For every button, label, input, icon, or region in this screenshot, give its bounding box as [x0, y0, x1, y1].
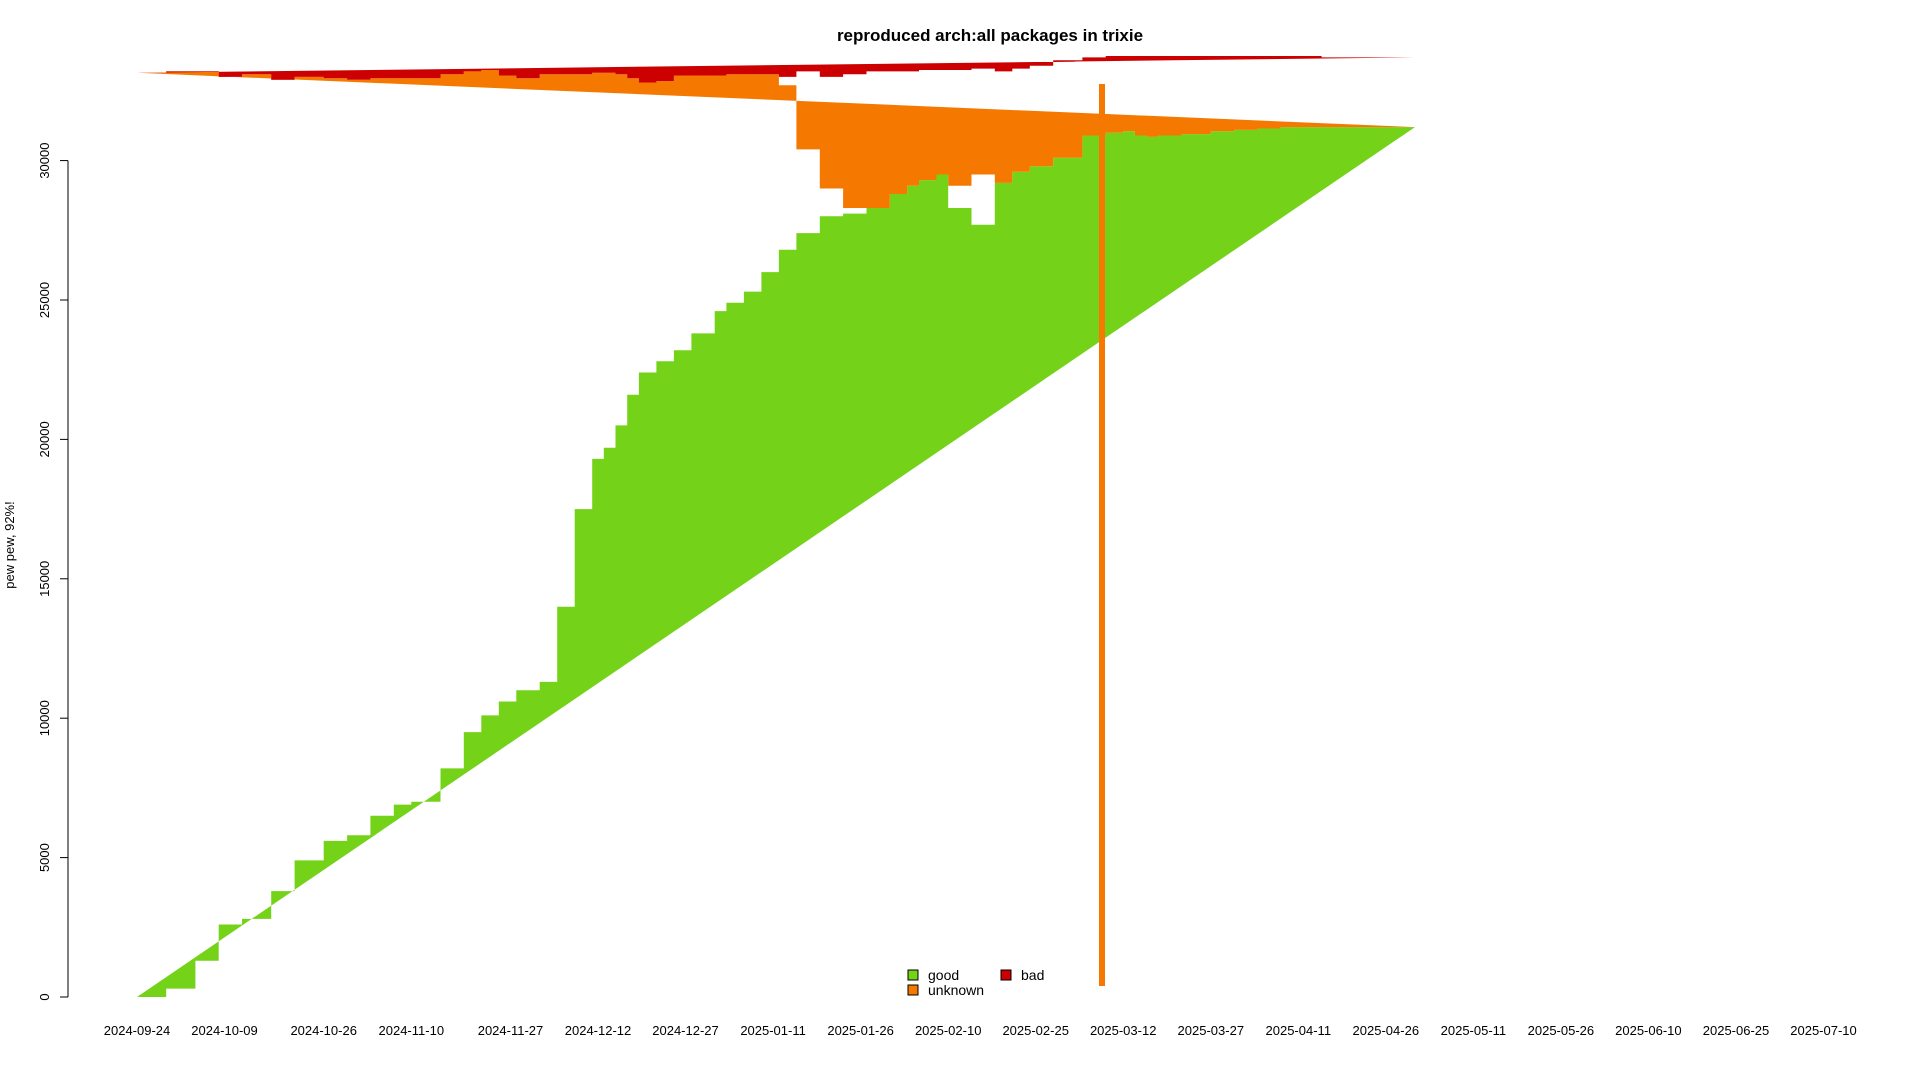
y-axis: 0 5000 10000 15000 20000 25000 30000: [37, 143, 69, 1001]
x-tick-label: 2025-06-10: [1615, 1023, 1682, 1038]
x-tick-label: 2025-02-10: [915, 1023, 982, 1038]
y-tick-label: 30000: [37, 143, 52, 179]
y-tick-label: 25000: [37, 282, 52, 318]
x-tick-label: 2024-12-27: [652, 1023, 719, 1038]
y-tick-label: 15000: [37, 561, 52, 597]
legend: good unknown bad: [907, 967, 1044, 998]
legend-label-unknown: unknown: [928, 982, 984, 998]
legend-label-bad: bad: [1021, 967, 1044, 983]
chart-title: reproduced arch:all packages in trixie: [837, 26, 1143, 45]
legend-label-good: good: [928, 967, 959, 983]
area-good: [137, 127, 1415, 998]
x-tick-label: 2025-02-25: [1002, 1023, 1069, 1038]
x-tick-label: 2025-03-27: [1178, 1023, 1245, 1038]
y-tick-label: 20000: [37, 421, 52, 457]
x-tick-label: 2025-03-12: [1090, 1023, 1157, 1038]
x-tick-label: 2025-05-26: [1528, 1023, 1595, 1038]
x-tick-label: 2025-04-26: [1353, 1023, 1420, 1038]
y-tick-label: 10000: [37, 700, 52, 736]
stacked-area-plot: [137, 56, 1415, 998]
x-tick-label: 2025-01-11: [740, 1023, 806, 1038]
area-unknown: [137, 70, 1415, 208]
x-tick-label: 2024-10-09: [191, 1023, 258, 1038]
legend-swatch-bad: [1000, 969, 1012, 981]
x-tick-label: 2024-09-24: [104, 1023, 171, 1038]
legend-swatch-unknown: [907, 984, 919, 996]
outlier-spike-unknown: [1099, 84, 1105, 986]
legend-swatch-good: [907, 969, 919, 981]
y-tick-label: 0: [37, 993, 52, 1000]
area-bad: [137, 56, 1415, 83]
x-axis: 2024-09-24 2024-10-09 2024-10-26 2024-11-10…: [104, 1023, 1857, 1038]
x-tick-label: 2025-04-11: [1266, 1023, 1332, 1038]
x-tick-label: 2024-11-10: [379, 1023, 445, 1038]
y-axis-label: pew pew, 92%!: [2, 501, 17, 588]
x-tick-label: 2024-10-26: [290, 1023, 357, 1038]
x-tick-label: 2024-11-27: [478, 1023, 544, 1038]
x-tick-label: 2025-05-11: [1441, 1023, 1507, 1038]
y-tick-label: 5000: [37, 843, 52, 872]
x-tick-label: 2024-12-12: [565, 1023, 632, 1038]
x-tick-label: 2025-01-26: [827, 1023, 894, 1038]
x-tick-label: 2025-06-25: [1703, 1023, 1770, 1038]
x-tick-label: 2025-07-10: [1790, 1023, 1857, 1038]
